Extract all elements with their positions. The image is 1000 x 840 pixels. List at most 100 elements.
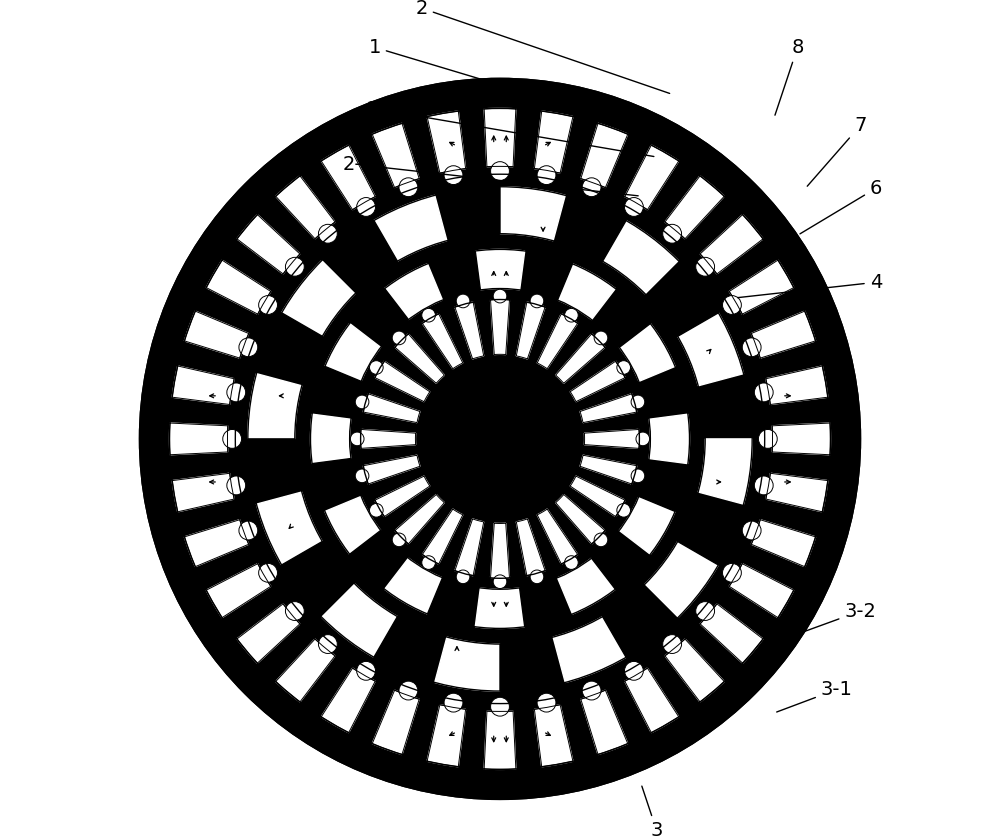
Polygon shape [395, 333, 444, 383]
Polygon shape [625, 668, 679, 732]
Polygon shape [385, 264, 442, 319]
Polygon shape [422, 509, 463, 564]
Polygon shape [184, 311, 249, 358]
Polygon shape [766, 473, 828, 512]
Circle shape [582, 681, 601, 700]
Polygon shape [361, 429, 416, 449]
Polygon shape [553, 196, 626, 261]
Polygon shape [665, 639, 724, 702]
Polygon shape [698, 438, 752, 504]
Circle shape [422, 556, 435, 570]
Circle shape [742, 521, 761, 540]
Polygon shape [581, 123, 628, 187]
Circle shape [248, 186, 752, 691]
Circle shape [491, 697, 509, 717]
Polygon shape [374, 617, 447, 682]
Polygon shape [385, 559, 442, 614]
Polygon shape [422, 313, 463, 369]
Polygon shape [580, 394, 637, 423]
Polygon shape [325, 323, 381, 381]
Polygon shape [322, 584, 397, 657]
Circle shape [140, 79, 860, 799]
Polygon shape [570, 476, 625, 517]
Polygon shape [558, 559, 615, 614]
Circle shape [594, 331, 608, 344]
Circle shape [370, 503, 383, 517]
Circle shape [357, 661, 376, 680]
Circle shape [754, 383, 773, 402]
Polygon shape [639, 459, 688, 512]
Text: 6: 6 [800, 179, 882, 234]
Polygon shape [772, 423, 830, 454]
Polygon shape [491, 300, 509, 354]
Circle shape [537, 693, 556, 712]
Circle shape [493, 289, 507, 303]
Circle shape [444, 165, 463, 185]
Polygon shape [248, 374, 302, 438]
Polygon shape [395, 495, 444, 544]
Circle shape [594, 533, 608, 547]
Polygon shape [639, 366, 688, 419]
Circle shape [285, 257, 304, 276]
Polygon shape [534, 705, 573, 767]
Polygon shape [581, 690, 628, 754]
Polygon shape [321, 668, 375, 732]
Polygon shape [558, 264, 615, 319]
Circle shape [493, 575, 507, 589]
Circle shape [157, 96, 843, 782]
Polygon shape [435, 637, 500, 691]
Polygon shape [374, 196, 447, 261]
Circle shape [624, 197, 643, 217]
Circle shape [624, 661, 643, 680]
Polygon shape [678, 312, 744, 386]
Polygon shape [282, 542, 355, 617]
Circle shape [318, 635, 337, 654]
Text: 8: 8 [775, 38, 804, 115]
Polygon shape [363, 394, 420, 423]
Circle shape [582, 178, 601, 197]
Circle shape [565, 556, 578, 570]
Circle shape [754, 476, 773, 495]
Circle shape [723, 296, 741, 314]
Polygon shape [322, 221, 397, 294]
Polygon shape [553, 617, 626, 682]
Polygon shape [350, 530, 408, 589]
Polygon shape [427, 578, 480, 627]
Circle shape [399, 681, 418, 700]
Polygon shape [751, 520, 816, 567]
Polygon shape [237, 214, 300, 274]
Circle shape [696, 601, 715, 621]
Polygon shape [537, 313, 578, 369]
Polygon shape [619, 496, 675, 554]
Polygon shape [350, 289, 408, 348]
Polygon shape [325, 496, 381, 554]
Polygon shape [592, 289, 650, 348]
Polygon shape [475, 249, 525, 290]
Circle shape [530, 570, 544, 584]
Text: 2-2: 2-2 [343, 155, 638, 196]
Polygon shape [427, 111, 466, 173]
Text: 2: 2 [416, 0, 670, 93]
Circle shape [361, 300, 639, 578]
Circle shape [631, 469, 645, 483]
Polygon shape [172, 366, 234, 405]
Text: 3: 3 [642, 786, 663, 840]
Polygon shape [500, 637, 565, 691]
Polygon shape [312, 459, 361, 512]
Polygon shape [500, 186, 565, 241]
Polygon shape [435, 186, 500, 241]
Circle shape [355, 469, 369, 483]
Text: 4: 4 [738, 273, 882, 297]
Polygon shape [592, 530, 650, 589]
Circle shape [259, 296, 277, 314]
Polygon shape [455, 519, 484, 575]
Circle shape [170, 108, 830, 769]
Circle shape [758, 429, 777, 449]
Circle shape [617, 360, 630, 375]
Polygon shape [516, 302, 545, 359]
Polygon shape [645, 542, 718, 617]
Circle shape [422, 308, 435, 322]
Polygon shape [556, 495, 605, 544]
Polygon shape [256, 312, 322, 386]
Polygon shape [516, 519, 545, 575]
